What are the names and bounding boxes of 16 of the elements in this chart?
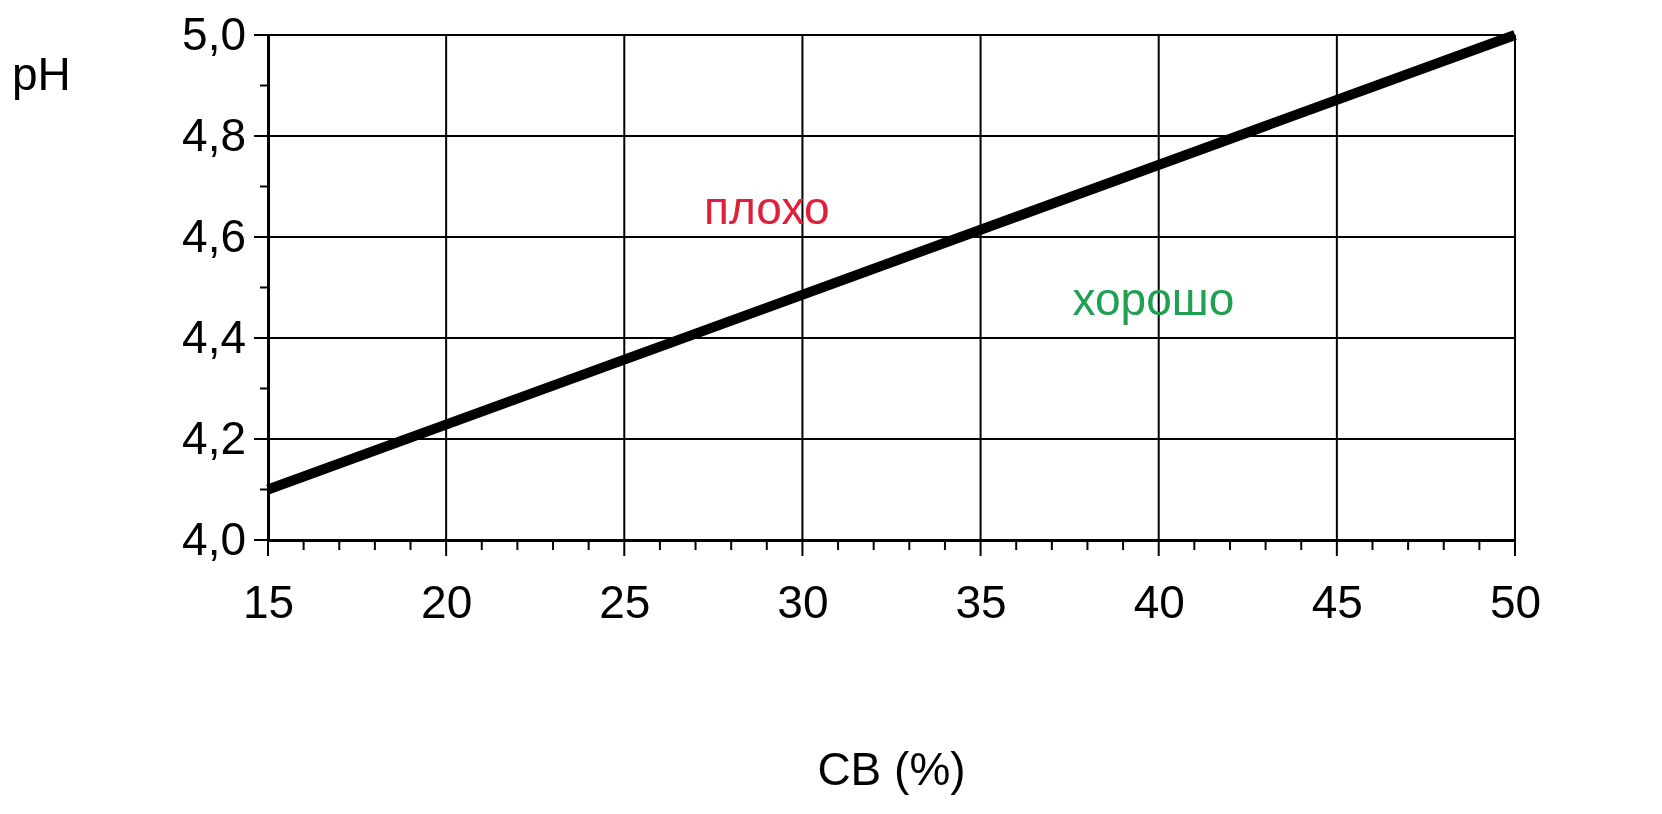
- x-tick-label: 30: [777, 575, 829, 628]
- y-tick-label: 4,2: [182, 412, 246, 465]
- x-tick-label: 20: [421, 575, 473, 628]
- y-tick-label: 4,4: [182, 311, 246, 364]
- y-axis-title: pH: [12, 48, 71, 100]
- y-tick-label: 5,0: [182, 8, 246, 61]
- x-tick-label: 40: [1133, 575, 1185, 628]
- x-tick-label: 50: [1489, 575, 1542, 628]
- x-tick-label: 15: [242, 575, 295, 628]
- y-tick-label: 4,6: [182, 210, 246, 263]
- x-tick-label: 25: [599, 575, 651, 628]
- x-tick-label: 35: [955, 575, 1007, 628]
- y-tick-label: 4,0: [182, 513, 246, 566]
- y-tick-label: 4,8: [182, 109, 246, 162]
- x-axis-title: СВ (%): [817, 743, 966, 795]
- x-tick-label: 45: [1311, 575, 1363, 628]
